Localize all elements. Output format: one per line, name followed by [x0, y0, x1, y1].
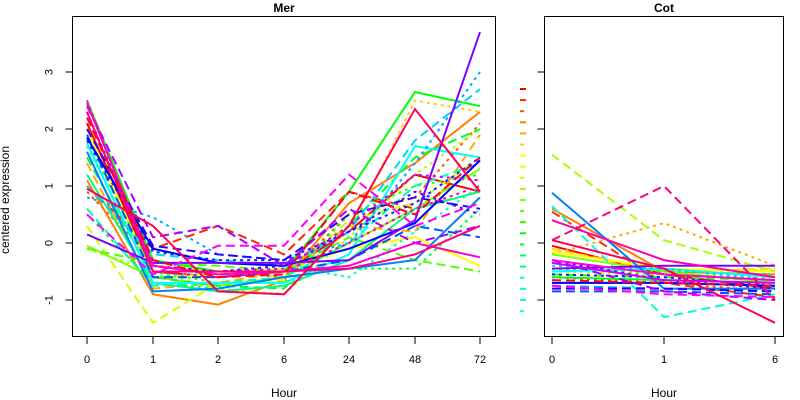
x-tick-label: 2	[215, 354, 221, 366]
x-tick-label: 72	[474, 354, 486, 366]
series-line-mer-s14	[86, 128, 481, 290]
color-strip-mark	[520, 254, 526, 257]
series-line-mer-s15	[86, 208, 481, 290]
chart-title-cot: Cot	[654, 1, 674, 15]
series-line-mer-s25	[86, 137, 481, 267]
y-tick-label: 2	[44, 126, 56, 132]
y-ticks-mer: -1 0 1 2 3	[44, 69, 73, 305]
color-strip-mark	[520, 165, 526, 168]
x-tick-label: 6	[772, 354, 778, 366]
y-ticks-cot	[537, 71, 545, 301]
series-line-mer-s36	[86, 117, 481, 279]
x-axis-label-cot: Hour	[651, 386, 677, 400]
series-line-cot-c30	[551, 259, 776, 282]
color-strip-mark	[520, 199, 526, 201]
plot-frame-cot	[544, 16, 784, 337]
series-line-mer-s35	[86, 107, 481, 296]
plot-frame-mer	[72, 16, 496, 337]
x-tick-label: 0	[549, 354, 555, 366]
color-strip-mark	[520, 298, 526, 301]
series-lines-mer	[86, 31, 481, 325]
color-strip-mark	[520, 99, 526, 102]
series-line-mer-s32	[86, 102, 481, 276]
x-tick-label: 1	[150, 354, 156, 366]
color-strip-mark	[520, 287, 526, 290]
series-line-mer-s24	[86, 139, 481, 262]
color-strip-mark	[520, 221, 526, 224]
x-ticks-mer: 0 1 2 6 24 48 72	[84, 337, 486, 366]
color-strip-mark	[520, 88, 526, 90]
color-strip-mark	[520, 232, 526, 235]
series-line-cot-c29	[551, 284, 776, 299]
color-strip-mark	[520, 265, 526, 268]
series-line-mer-s26	[86, 128, 481, 262]
series-line-mer-s28	[86, 31, 481, 264]
panel-cot: Cot Hour 0 1 6	[537, 1, 784, 400]
x-ticks-cot: 0 1 6	[549, 337, 778, 366]
y-axis-label: centered expression	[0, 146, 12, 254]
x-tick-label: 0	[84, 354, 90, 366]
series-line-mer-s22	[86, 151, 481, 293]
series-line-cot-c31	[551, 219, 776, 279]
color-strip-mark	[520, 243, 524, 246]
color-strip-mark	[520, 176, 524, 179]
series-line-cot-c22	[551, 273, 776, 287]
series-line-cot-c24	[552, 287, 776, 293]
x-tick-label: 24	[343, 354, 355, 366]
series-line-cot-c33	[551, 239, 776, 324]
chart-title-mer: Mer	[273, 1, 295, 15]
series-line-cot-c28	[551, 261, 776, 284]
series-line-cot-c34	[551, 279, 776, 287]
y-tick-label: -1	[44, 295, 56, 305]
color-strip-mark	[520, 154, 526, 157]
color-strip	[520, 88, 526, 312]
x-axis-label-mer: Hour	[271, 386, 297, 400]
series-line-cot-c16	[551, 205, 776, 319]
color-strip-mark	[520, 110, 524, 113]
series-line-mer-s19	[86, 142, 481, 284]
y-tick-label: 3	[44, 69, 56, 75]
series-line-cot-c32	[551, 184, 776, 301]
y-tick-label: 0	[44, 240, 56, 246]
series-lines-cot	[551, 153, 776, 324]
color-strip-mark	[520, 276, 524, 279]
color-strip-mark	[520, 187, 526, 190]
color-strip-mark	[520, 121, 526, 124]
series-line-mer-s30	[86, 111, 481, 273]
x-tick-label: 1	[661, 354, 667, 366]
color-strip-mark	[520, 132, 526, 135]
series-line-mer-s27	[86, 111, 481, 273]
x-tick-label: 6	[281, 354, 287, 366]
x-tick-label: 48	[409, 354, 421, 366]
color-strip-mark	[520, 210, 524, 213]
series-line-mer-s31	[86, 173, 481, 276]
series-line-mer-s8	[86, 156, 481, 325]
series-line-mer-s34	[86, 111, 481, 273]
panel-mer: Mer Hour centered expression 0 1 2 6 24 48 72 …	[0, 1, 496, 400]
color-strip-mark	[520, 143, 524, 146]
y-tick-label: 1	[44, 183, 56, 189]
color-strip-mark	[520, 310, 524, 312]
